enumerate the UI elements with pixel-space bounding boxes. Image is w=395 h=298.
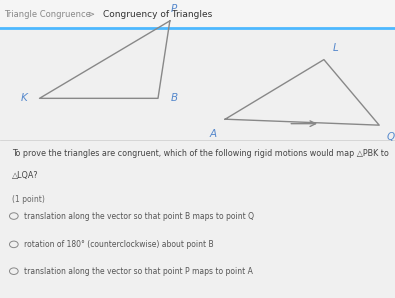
Text: P: P bbox=[171, 4, 177, 14]
Text: Congruency of Triangles: Congruency of Triangles bbox=[103, 10, 212, 19]
Text: translation along the vector so that point B maps to point Q: translation along the vector so that poi… bbox=[24, 212, 254, 221]
Text: rotation of 180° (counterclockwise) about point B: rotation of 180° (counterclockwise) abou… bbox=[24, 240, 214, 249]
Text: translation along the vector so that point P maps to point A: translation along the vector so that poi… bbox=[24, 267, 253, 276]
Bar bbox=[0, 0, 395, 28]
Text: K: K bbox=[20, 93, 27, 103]
Text: Triangle Congruence: Triangle Congruence bbox=[4, 10, 91, 19]
Text: A: A bbox=[210, 129, 217, 139]
Text: (1 point): (1 point) bbox=[12, 195, 45, 204]
Text: >: > bbox=[87, 10, 94, 19]
Text: △LQA?: △LQA? bbox=[12, 171, 38, 180]
Text: B: B bbox=[170, 93, 177, 103]
Text: To prove the triangles are congruent, which of the following rigid motions would: To prove the triangles are congruent, wh… bbox=[12, 149, 389, 158]
Text: L: L bbox=[333, 43, 339, 53]
Text: Q: Q bbox=[387, 132, 395, 142]
